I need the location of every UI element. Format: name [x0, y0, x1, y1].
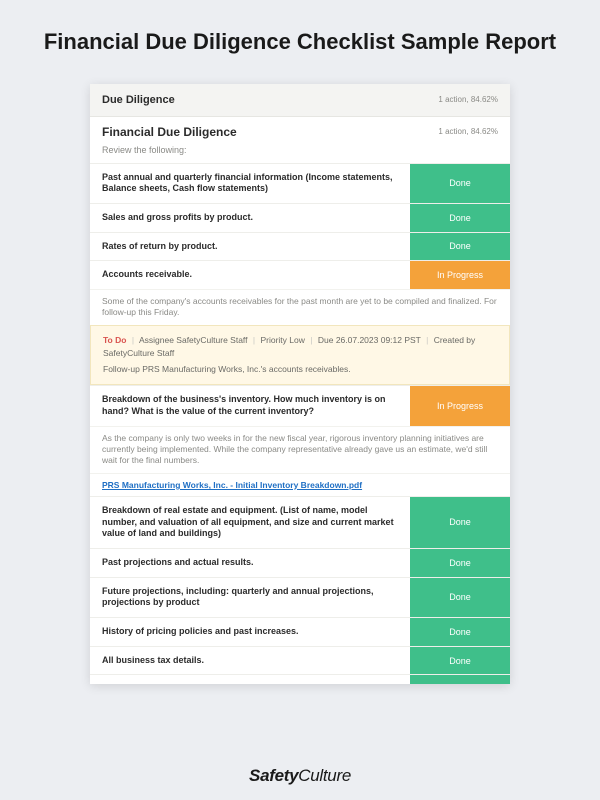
status-badge: Done [410, 675, 510, 683]
status-badge: Done [410, 578, 510, 617]
footer-brand: SafetyCulture [0, 766, 600, 786]
subsection-meta: 1 action, 84.62% [438, 127, 498, 136]
status-badge: Done [410, 549, 510, 577]
task-due: 26.07.2023 09:12 PST [336, 335, 421, 345]
subsection-instruction: Review the following: [90, 143, 510, 163]
report-card: Due Diligence 1 action, 84.62% Financial… [90, 84, 510, 684]
task-due-label: Due [318, 335, 334, 345]
checklist-item: Future projections, including: quarterly… [90, 577, 510, 617]
checklist-item-label: All business tax details. [90, 647, 410, 675]
task-created-by: SafetyCulture Staff [103, 348, 174, 358]
task-created-label: Created by [434, 335, 476, 345]
task-assignee-label: Assignee [139, 335, 174, 345]
task-box: To Do | Assignee SafetyCulture Staff | P… [90, 325, 510, 385]
status-badge: Done [410, 204, 510, 232]
checklist-item-label: Sales and gross profits by product. [90, 204, 410, 232]
checklist-item: Breakdown of real estate and equipment. … [90, 496, 510, 548]
task-todo-label: To Do [103, 335, 126, 345]
task-assignee: SafetyCulture Staff [176, 335, 247, 345]
checklist-item: Past annual and quarterly financial info… [90, 163, 510, 203]
checklist-item: History of pricing policies and past inc… [90, 617, 510, 646]
task-priority-label: Priority [260, 335, 286, 345]
checklist-item-label: Past projections and actual results. [90, 549, 410, 577]
checklist-item-label: Breakdown of the business's inventory. H… [90, 386, 410, 425]
status-badge: Done [410, 618, 510, 646]
subsection-title: Financial Due Diligence [102, 125, 237, 139]
inventory-note: As the company is only two weeks in for … [90, 426, 510, 473]
checklist-item: Accounts receivable.In Progress [90, 260, 510, 289]
status-badge: Done [410, 497, 510, 548]
accounts-receivable-note: Some of the company's accounts receivabl… [90, 289, 510, 325]
task-description: Follow-up PRS Manufacturing Works, Inc.'… [103, 363, 497, 376]
attachment-link[interactable]: PRS Manufacturing Works, Inc. - Initial … [102, 480, 362, 490]
brand-part1: Safety [249, 766, 298, 785]
checklist-item: Rates of return by product.Done [90, 232, 510, 261]
checklist-item: A summary of debts and their terms.Done [90, 674, 510, 683]
status-badge: Done [410, 647, 510, 675]
section-meta: 1 action, 84.62% [438, 95, 498, 104]
checklist-item-label: Future projections, including: quarterly… [90, 578, 410, 617]
checklist-item-label: Past annual and quarterly financial info… [90, 164, 410, 203]
checklist-item-label: History of pricing policies and past inc… [90, 618, 410, 646]
checklist-item-label: A summary of debts and their terms. [90, 675, 410, 683]
status-badge: In Progress [410, 386, 510, 425]
attachment-row: PRS Manufacturing Works, Inc. - Initial … [90, 473, 510, 496]
task-meta: To Do | Assignee SafetyCulture Staff | P… [103, 334, 497, 360]
checklist-item: All business tax details.Done [90, 646, 510, 675]
subsection-header: Financial Due Diligence 1 action, 84.62% [90, 117, 510, 143]
section-title: Due Diligence [102, 94, 175, 106]
task-priority: Low [289, 335, 305, 345]
status-badge: In Progress [410, 261, 510, 289]
section-header: Due Diligence 1 action, 84.62% [90, 84, 510, 117]
checklist-item-label: Breakdown of real estate and equipment. … [90, 497, 410, 548]
checklist-item-label: Accounts receivable. [90, 261, 410, 289]
page-title: Financial Due Diligence Checklist Sample… [0, 0, 600, 62]
checklist-item-inventory: Breakdown of the business's inventory. H… [90, 385, 510, 425]
brand-part2: Culture [298, 766, 351, 785]
checklist-item: Past projections and actual results.Done [90, 548, 510, 577]
checklist-item: Sales and gross profits by product.Done [90, 203, 510, 232]
checklist-item-label: Rates of return by product. [90, 233, 410, 261]
status-badge: Done [410, 233, 510, 261]
status-badge: Done [410, 164, 510, 203]
